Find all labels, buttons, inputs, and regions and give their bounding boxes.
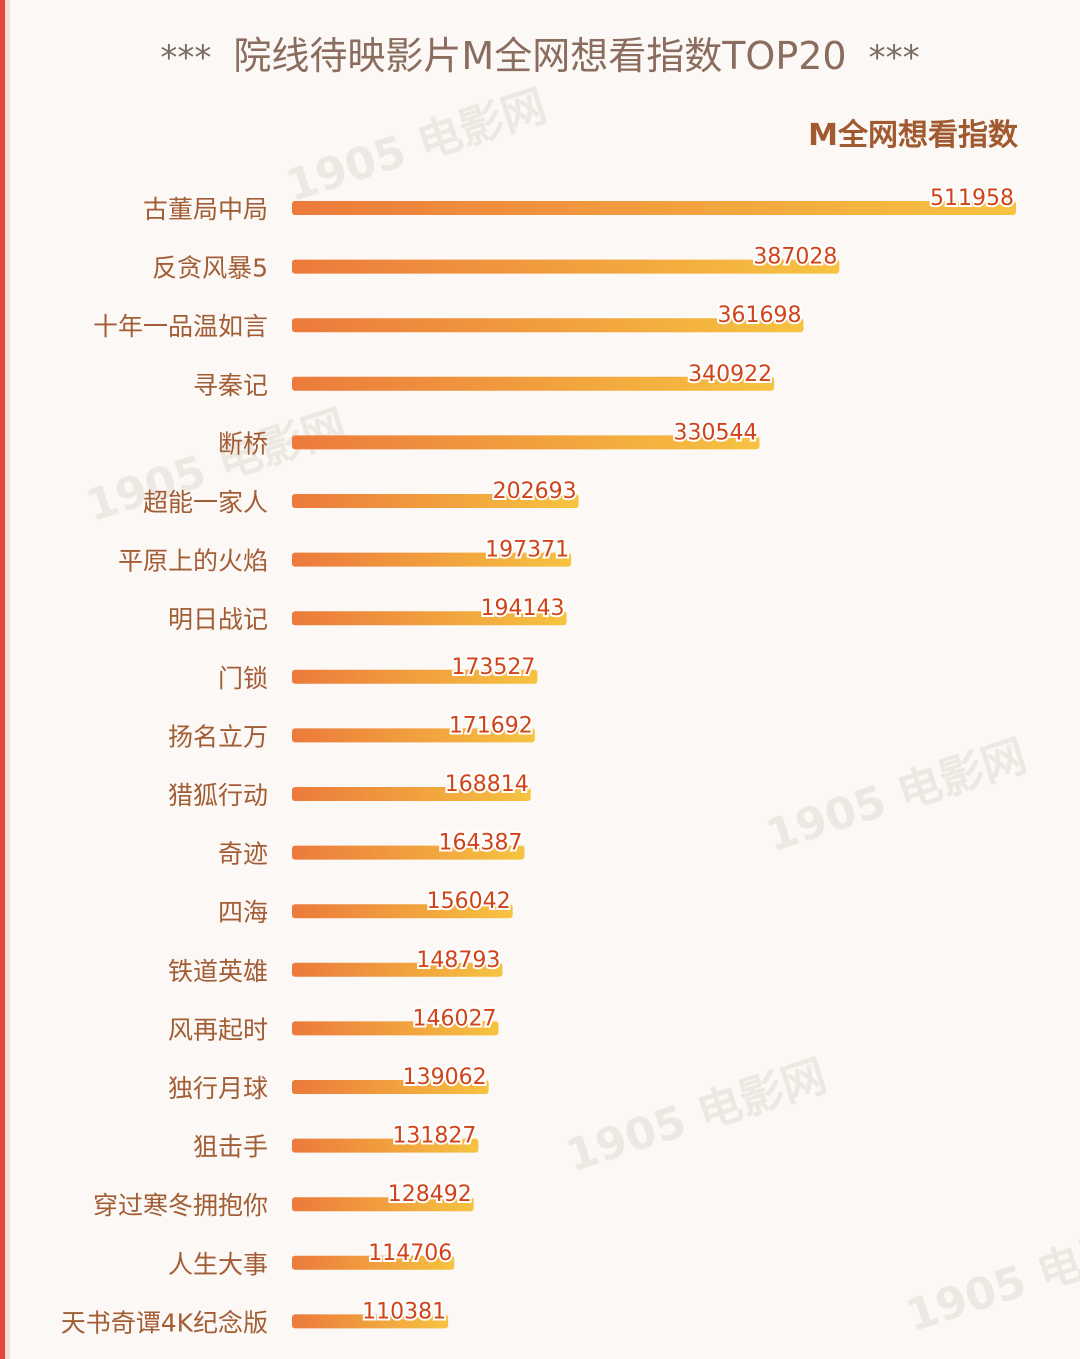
value-label: 128492 xyxy=(388,1182,472,1207)
bar-row: 明日战记 194143 xyxy=(168,594,567,634)
value-label: 340922 xyxy=(688,362,772,387)
bar xyxy=(292,1138,479,1153)
bar xyxy=(292,728,535,743)
bar-row: 寻秦记 340922 xyxy=(193,360,775,400)
value-label: 511958 xyxy=(930,186,1014,211)
category-label: 超能一家人 xyxy=(143,488,268,517)
bar-row: 扬名立万 171692 xyxy=(168,711,535,751)
category-label: 猎狐行动 xyxy=(168,781,268,810)
bar-row: 穿过寒冬拥抱你 128492 xyxy=(93,1180,474,1220)
bar xyxy=(292,318,804,333)
value-label: 361698 xyxy=(718,303,802,328)
bar xyxy=(292,201,1016,215)
value-label: 194143 xyxy=(481,596,565,621)
bar xyxy=(292,1255,455,1270)
bar-row: 奇迹 164387 xyxy=(218,829,525,869)
category-label: 十年一品温如言 xyxy=(93,312,268,341)
value-label: 114706 xyxy=(368,1241,452,1266)
bar xyxy=(292,435,760,450)
chart-title: *** 院线待映影片M全网想看指数TOP20 *** xyxy=(0,26,1080,86)
left-edge-accent xyxy=(0,0,10,1359)
category-label: 穿过寒冬拥抱你 xyxy=(93,1191,268,1220)
bar-row: 门锁 173527 xyxy=(218,653,538,693)
category-label: 独行月球 xyxy=(168,1074,268,1103)
bar xyxy=(292,611,567,626)
category-label: 铁道英雄 xyxy=(168,957,268,986)
bar-row: 古董局中局 511958 xyxy=(143,184,1016,224)
category-label: 人生大事 xyxy=(168,1250,268,1279)
category-label: 寻秦记 xyxy=(193,371,268,400)
value-label: 202693 xyxy=(493,479,577,504)
bar xyxy=(292,552,572,567)
bar-row: 反贪风暴5 387028 xyxy=(152,243,840,283)
bar xyxy=(292,787,531,801)
bar-row: 天书奇谭4K纪念版 110381 xyxy=(61,1297,449,1337)
category-label: 天书奇谭4K纪念版 xyxy=(61,1308,268,1337)
category-label: 古董局中局 xyxy=(143,195,268,224)
bar xyxy=(292,669,538,684)
value-label: 139062 xyxy=(403,1065,487,1090)
category-label: 反贪风暴5 xyxy=(152,254,268,283)
bar-row: 独行月球 139062 xyxy=(168,1063,489,1103)
bar xyxy=(292,259,840,274)
value-label: 387028 xyxy=(753,245,837,270)
title-decor-left: *** xyxy=(160,38,212,78)
bar-row: 猎狐行动 168814 xyxy=(168,770,531,810)
bar-row: 风再起时 146027 xyxy=(168,1004,499,1044)
value-label: 164387 xyxy=(438,831,522,856)
category-label: 门锁 xyxy=(218,664,268,693)
bar-row: 狙击手 131827 xyxy=(193,1122,479,1162)
bar-row: 四海 156042 xyxy=(218,887,513,927)
value-label: 197371 xyxy=(485,538,569,563)
category-label: 四海 xyxy=(218,898,268,927)
bar xyxy=(292,494,579,508)
bar xyxy=(292,1314,449,1329)
value-label: 171692 xyxy=(449,713,533,738)
category-label: 风再起时 xyxy=(168,1015,268,1044)
value-label: 168814 xyxy=(445,772,529,797)
title-decor-right: *** xyxy=(868,38,920,78)
value-axis-label: M全网想看指数 xyxy=(808,118,1018,153)
value-label: 146027 xyxy=(413,1006,497,1031)
bar-row: 超能一家人 202693 xyxy=(143,477,579,517)
value-label: 131827 xyxy=(392,1124,476,1149)
value-label: 330544 xyxy=(673,420,757,445)
bar xyxy=(292,376,775,391)
category-label: 狙击手 xyxy=(193,1133,268,1162)
bar-row: 人生大事 114706 xyxy=(168,1239,455,1279)
bar-row: 铁道英雄 148793 xyxy=(168,946,503,986)
category-label: 平原上的火焰 xyxy=(118,547,268,576)
bar-row: 平原上的火焰 197371 xyxy=(118,536,572,576)
chart-title-text: 院线待映影片M全网想看指数TOP20 xyxy=(233,34,847,78)
category-label: 扬名立万 xyxy=(168,722,268,751)
bar xyxy=(292,904,513,919)
value-label: 148793 xyxy=(416,948,500,973)
category-label: 奇迹 xyxy=(218,840,268,869)
bar xyxy=(292,1080,489,1094)
bar-row: 断桥 330544 xyxy=(218,418,760,458)
bar-row: 十年一品温如言 361698 xyxy=(93,301,804,341)
bar xyxy=(292,1021,499,1036)
value-label: 173527 xyxy=(451,655,535,680)
bar xyxy=(292,962,503,977)
value-label: 110381 xyxy=(362,1299,446,1324)
category-label: 断桥 xyxy=(218,429,268,458)
bar xyxy=(292,845,525,860)
category-label: 明日战记 xyxy=(168,605,268,634)
bar xyxy=(292,1197,474,1212)
value-label: 156042 xyxy=(427,889,511,914)
